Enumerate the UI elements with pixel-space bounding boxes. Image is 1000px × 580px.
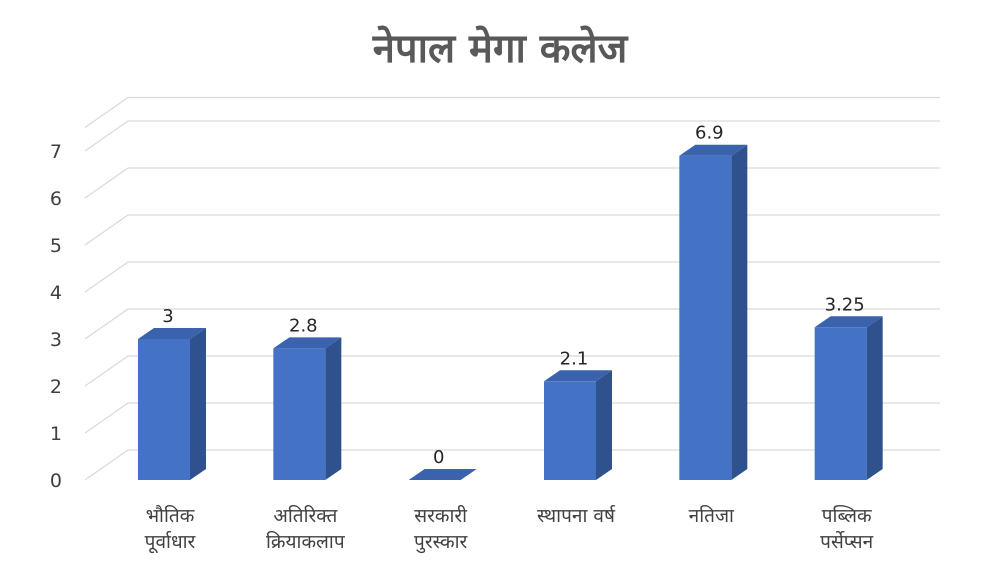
data-label: 3.25 [825, 294, 865, 315]
bar [138, 328, 206, 480]
x-axis-categories: भौतिक पूर्वाधार अतिरिक्त क्रियाकलाप सरकारी पु… [145, 504, 874, 554]
gridline [84, 214, 940, 246]
data-label: 2.1 [560, 348, 589, 369]
bar-top [544, 370, 612, 382]
y-tick-label: 6 [50, 188, 62, 210]
bar-front [273, 348, 326, 480]
y-axis-ticks: 0 1 2 3 4 5 6 7 [50, 141, 62, 492]
category-label: पब्लिक [822, 504, 872, 527]
bar-front [814, 327, 867, 480]
bar [408, 469, 477, 480]
bar-top [138, 328, 206, 339]
category-label: सरकारी [414, 504, 468, 527]
y-tick-label: 5 [50, 235, 62, 257]
bar-top [408, 469, 477, 480]
bar-side [596, 370, 612, 480]
category-label: क्रियाकलाप [266, 530, 346, 553]
gridline [84, 355, 940, 387]
data-label: 6.9 [695, 123, 724, 144]
bar [273, 337, 342, 480]
category-label: स्थापना वर्ष [537, 504, 616, 527]
bar-front [544, 381, 596, 480]
chart-title: नेपाल मेगा कलेज [372, 25, 629, 72]
data-label: 0 [433, 447, 444, 468]
data-label: 3 [162, 306, 173, 327]
category-label: अतिरिक्त [273, 504, 338, 527]
bar [814, 316, 883, 480]
gridline [84, 449, 940, 481]
bar [544, 370, 612, 480]
data-labels: 3 2.8 0 2.1 6.9 3.25 [162, 123, 864, 468]
bar [679, 144, 748, 480]
bar-side [325, 337, 342, 480]
y-tick-label: 7 [50, 141, 62, 163]
bar-side [190, 328, 206, 480]
gridline [84, 402, 940, 434]
bar-side [731, 144, 748, 480]
category-label: पूर्वाधार [145, 530, 197, 554]
gridlines [84, 96, 940, 481]
gridline [84, 120, 940, 152]
bar-top [273, 337, 342, 349]
gridline [84, 308, 940, 340]
y-tick-label: 2 [50, 376, 62, 398]
bar-front [138, 339, 190, 480]
category-label: पुरस्कार [414, 531, 468, 554]
y-tick-label: 4 [50, 282, 62, 304]
bar-side [866, 316, 883, 480]
bar-front [679, 155, 732, 480]
bar-top [814, 316, 883, 328]
gridline [84, 96, 940, 128]
category-label: पर्सेप्सन [820, 530, 873, 553]
y-tick-label: 1 [50, 423, 62, 445]
bar-top [679, 144, 748, 156]
data-label: 2.8 [289, 315, 318, 336]
y-tick-label: 0 [50, 470, 62, 492]
y-tick-label: 3 [50, 329, 62, 351]
category-label: नतिजा [689, 504, 735, 527]
category-label: भौतिक [146, 504, 195, 527]
bars [138, 144, 883, 480]
gridline [84, 261, 940, 293]
gridline [84, 167, 940, 199]
